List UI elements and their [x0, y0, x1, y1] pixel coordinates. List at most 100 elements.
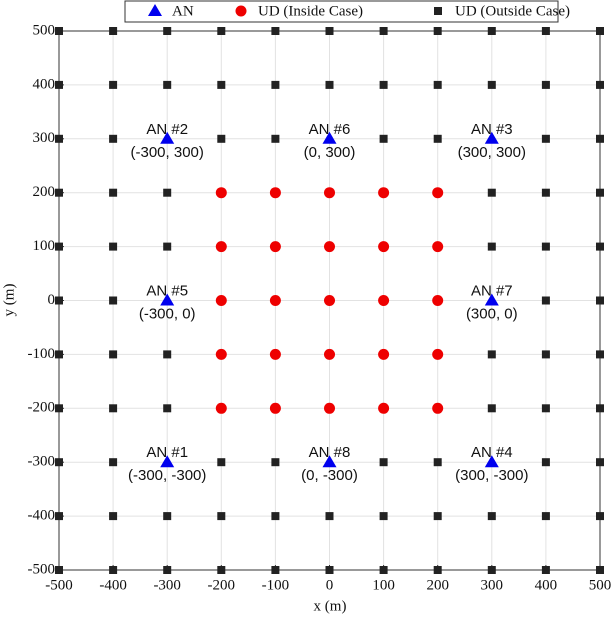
- square-marker: [596, 80, 604, 89]
- square-marker: [433, 134, 442, 143]
- square-marker: [217, 134, 226, 143]
- x-axis-label: x (m): [314, 598, 347, 614]
- square-marker: [55, 566, 63, 574]
- circle-marker: [378, 295, 390, 306]
- y-tick-label: 500: [33, 22, 56, 38]
- square-marker: [271, 458, 280, 467]
- point-label: AN #8: [309, 444, 351, 461]
- square-marker: [109, 242, 118, 251]
- square-marker: [433, 566, 442, 574]
- x-tick-label: 200: [426, 577, 449, 593]
- y-tick-label: -400: [28, 508, 56, 524]
- triangle-marker: [484, 131, 499, 144]
- square-marker: [55, 350, 63, 359]
- square-marker: [271, 134, 280, 143]
- coord-label: (300, 300): [458, 144, 526, 161]
- coord-label: (-300, 300): [131, 144, 204, 161]
- square-marker: [487, 404, 496, 413]
- triangle-marker: [322, 131, 337, 144]
- square-marker: [217, 80, 226, 89]
- circle-marker: [235, 5, 247, 17]
- y-axis-label: y (m): [1, 284, 17, 317]
- square-marker: [541, 242, 550, 251]
- square-marker: [109, 80, 118, 89]
- circle-marker: [269, 241, 281, 253]
- circle-marker: [269, 402, 281, 414]
- square-marker: [596, 27, 604, 35]
- square-marker: [271, 80, 280, 89]
- circle-marker: [215, 241, 227, 253]
- y-tick-label: 100: [33, 238, 56, 254]
- square-marker: [487, 27, 496, 35]
- square-marker: [487, 188, 496, 197]
- square-marker: [109, 404, 118, 413]
- square-marker: [433, 80, 442, 89]
- square-marker: [163, 512, 172, 521]
- legend-label: UD (Inside Case): [258, 3, 363, 19]
- square-marker: [541, 27, 550, 35]
- coord-label: (0, -300): [301, 467, 358, 484]
- square-marker: [55, 27, 63, 35]
- square-marker: [596, 296, 604, 305]
- square-marker: [217, 512, 226, 521]
- circle-marker: [378, 241, 390, 253]
- square-marker: [163, 80, 172, 89]
- x-tick-label: 400: [535, 577, 558, 593]
- circle-marker: [378, 402, 390, 414]
- square-marker: [217, 566, 226, 574]
- circle-marker: [432, 187, 444, 199]
- square-marker: [325, 512, 334, 521]
- square-marker: [379, 80, 388, 89]
- x-tick-label: -500: [45, 577, 73, 593]
- square-marker: [596, 188, 604, 197]
- square-marker: [109, 188, 118, 197]
- circle-marker: [269, 295, 281, 306]
- legend-label: UD (Outside Case): [455, 3, 570, 19]
- square-marker: [487, 566, 496, 574]
- square-marker: [379, 512, 388, 521]
- square-marker: [55, 80, 63, 89]
- square-marker: [163, 404, 172, 413]
- y-tick-label: 0: [48, 292, 56, 308]
- square-marker: [109, 350, 118, 359]
- square-marker: [541, 188, 550, 197]
- y-tick-label: 200: [33, 184, 56, 200]
- square-marker: [325, 566, 334, 574]
- square-marker: [163, 566, 172, 574]
- square-marker: [271, 27, 280, 35]
- square-marker: [109, 296, 118, 305]
- square-marker: [541, 80, 550, 89]
- square-marker: [163, 242, 172, 251]
- square-marker: [596, 134, 604, 143]
- square-marker: [55, 404, 63, 413]
- x-tick-label: 300: [481, 577, 504, 593]
- square-marker: [379, 134, 388, 143]
- square-marker: [596, 242, 604, 251]
- circle-marker: [432, 348, 444, 360]
- y-tick-label: 300: [33, 130, 56, 146]
- square-marker: [487, 350, 496, 359]
- y-tick-label: -500: [28, 561, 56, 577]
- circle-marker: [324, 187, 335, 199]
- square-marker: [433, 458, 442, 467]
- square-marker: [379, 458, 388, 467]
- square-marker: [163, 350, 172, 359]
- coord-label: (-300, 0): [139, 305, 196, 322]
- circle-marker: [324, 241, 335, 253]
- square-marker: [109, 134, 118, 143]
- square-marker: [541, 350, 550, 359]
- x-tick-label: 0: [326, 577, 334, 593]
- square-marker: [217, 458, 226, 467]
- square-marker: [325, 80, 334, 89]
- square-marker: [487, 242, 496, 251]
- triangle-marker: [148, 4, 162, 16]
- square-marker: [163, 27, 172, 35]
- triangle-marker: [484, 293, 499, 306]
- square-marker: [109, 566, 118, 574]
- y-tick-label: -200: [28, 400, 56, 416]
- square-marker: [541, 458, 550, 467]
- square-marker: [541, 404, 550, 413]
- circle-marker: [269, 348, 281, 360]
- x-tick-label: 500: [589, 577, 612, 593]
